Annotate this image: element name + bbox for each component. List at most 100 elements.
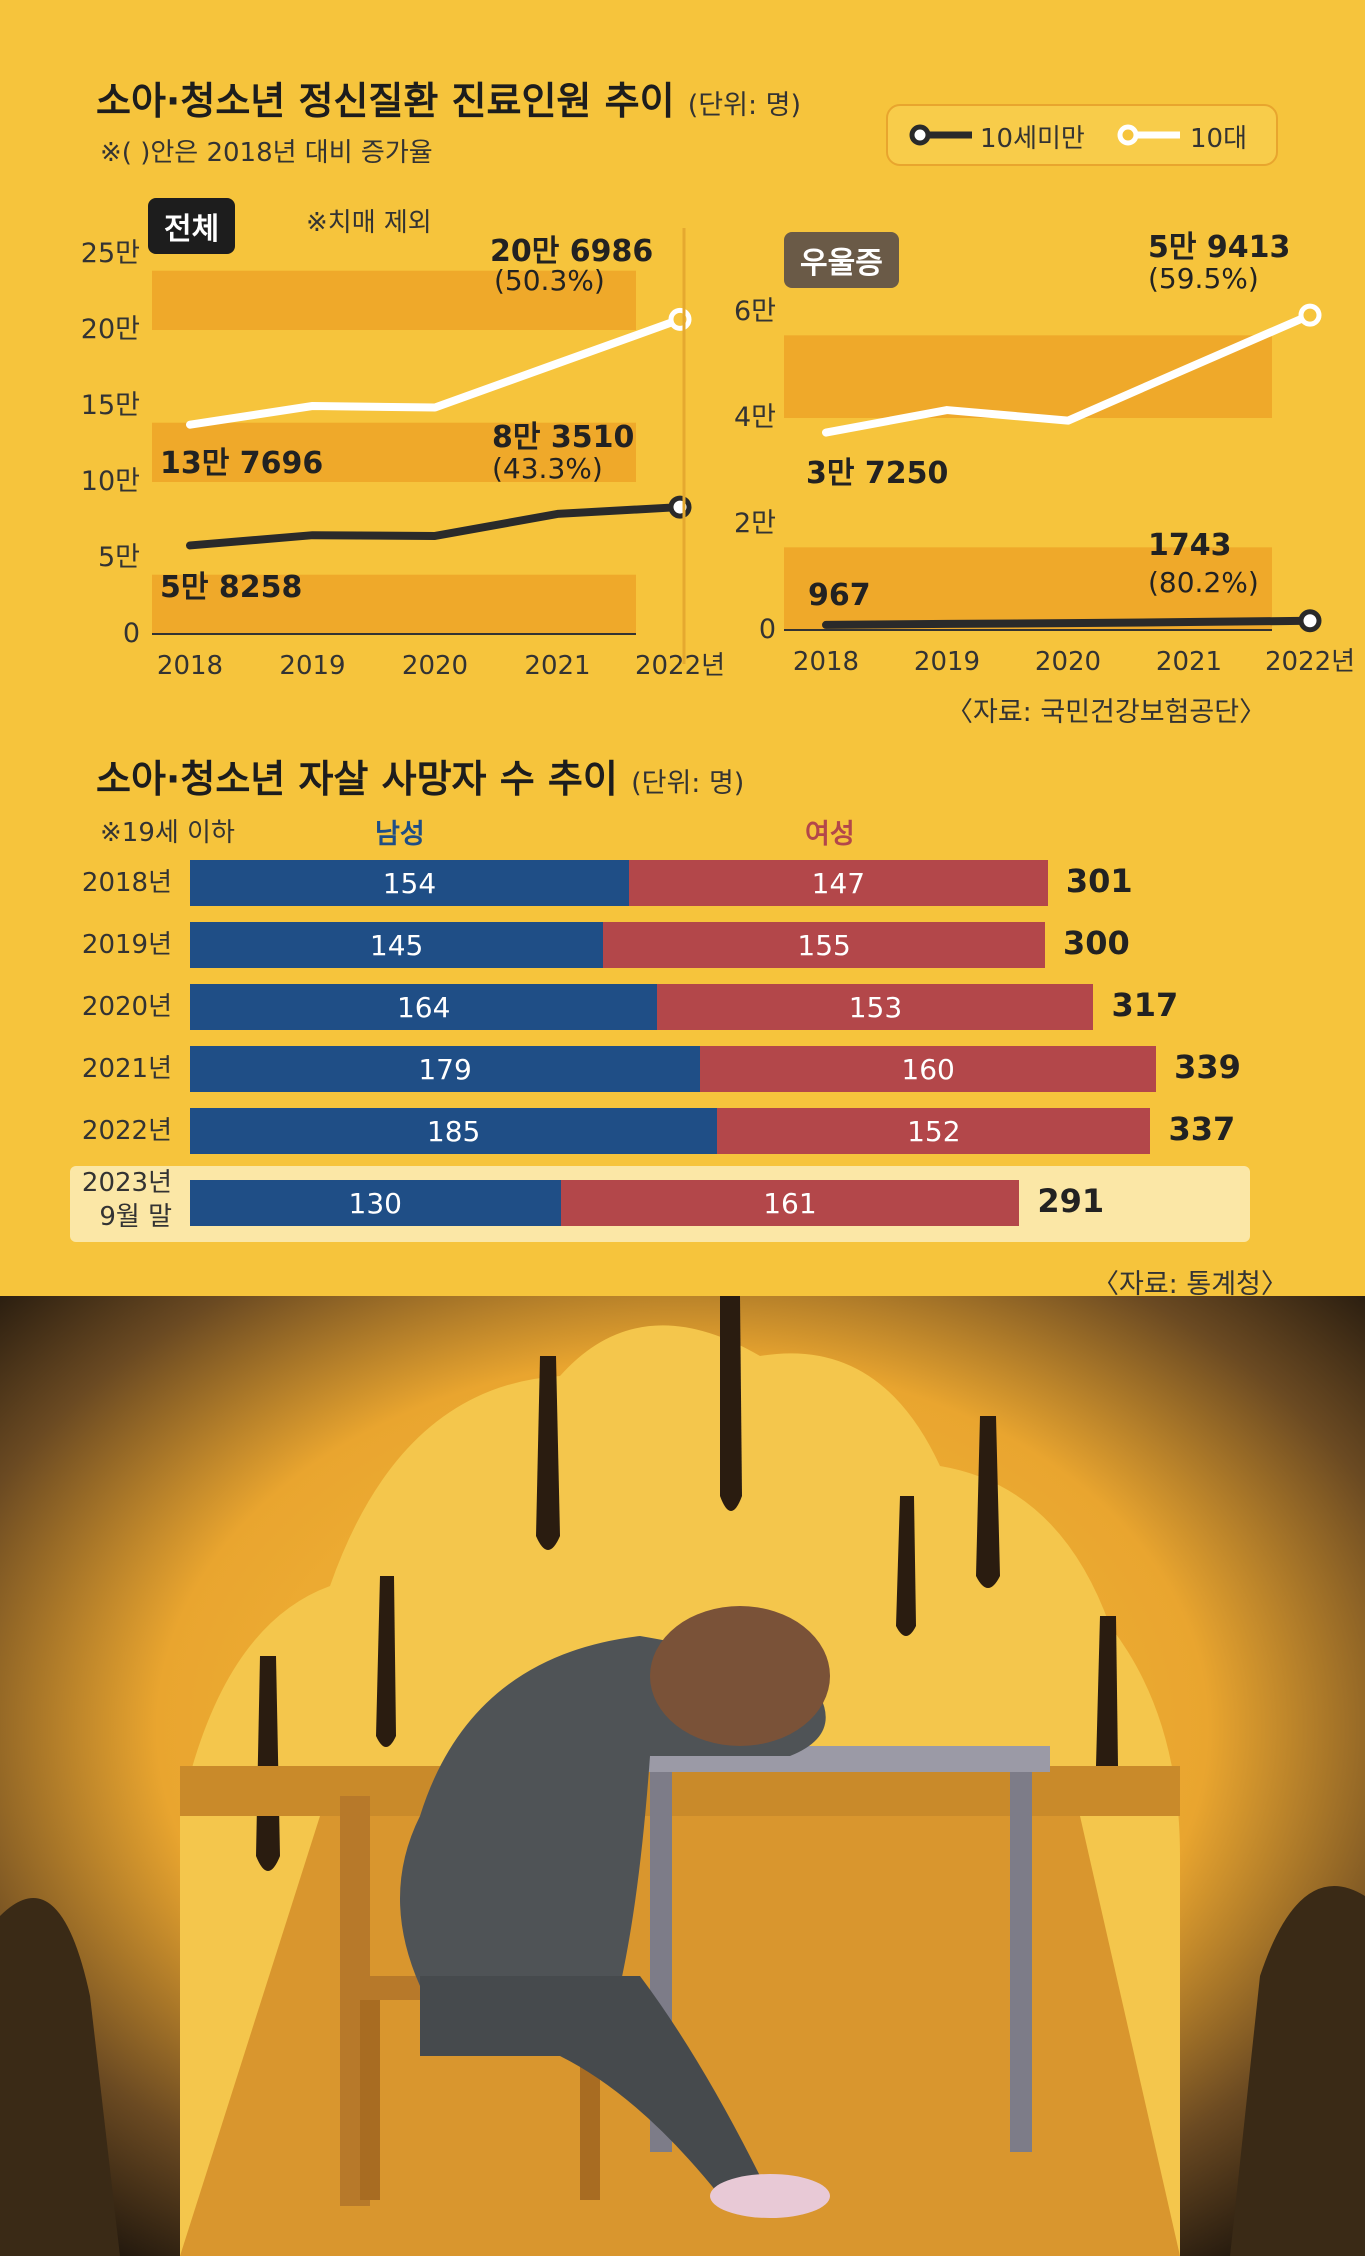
bar-value-label: 185	[426, 1115, 481, 1148]
bar-segment-female	[700, 1046, 1157, 1092]
ytick-depression-1: 2만	[734, 508, 776, 539]
chart1-legend: 10세미만 10대	[886, 104, 1278, 166]
bar-segment-male	[190, 1046, 701, 1092]
p1-teen-end-label: 20만 6986	[490, 234, 654, 269]
legend-teen-marker	[1117, 124, 1139, 146]
bar-total-label: 337	[1168, 1110, 1236, 1148]
chart2-legend-female: 여성	[805, 819, 855, 850]
p1-teen-end-pct: (50.3%)	[494, 264, 605, 297]
chart2-note: ※19세 이하	[100, 818, 235, 848]
xtick-depression-2: 2020	[1035, 647, 1101, 677]
bar-segment-female	[657, 984, 1094, 1030]
legend-swatches	[909, 124, 1180, 146]
panel-depression-badge: 우울증	[784, 232, 899, 288]
ytick-depression-3: 6만	[734, 296, 776, 327]
bar-segment-male	[190, 1180, 561, 1226]
source-statistics: 〈자료: 통계청〉	[1092, 1269, 1288, 1300]
series-endpoint-total-0	[668, 307, 692, 331]
bar-value-label: 164	[396, 991, 451, 1024]
bar-category-label: 2023년 9월 말	[81, 1168, 172, 1232]
xtick-depression-0: 2018	[793, 647, 859, 677]
bar-value-label: 130	[348, 1187, 402, 1220]
source-nhis: 〈자료: 국민건강보험공단〉	[946, 697, 1267, 728]
xtick-total-1: 2019	[279, 651, 345, 681]
panel-total-note: ※치매 제외	[306, 208, 432, 238]
student-hair	[650, 1606, 830, 1746]
bar-segment-female	[560, 1180, 1020, 1226]
p1-under10-start-label: 5만 8258	[160, 570, 303, 605]
chair-leg	[360, 2000, 380, 2200]
p1-teen-start-label: 13만 7696	[160, 446, 324, 481]
bar-value-label: 145	[369, 929, 424, 962]
series-endpoint-depression-0	[1298, 303, 1322, 327]
bar-segment-male	[190, 922, 604, 968]
bar-segment-female	[717, 1108, 1151, 1154]
dripping-shadows	[256, 1296, 1118, 1871]
chart2-unit: (단위: 명)	[631, 768, 745, 799]
chart1-title-text: 소아·청소년 정신질환 진료인원 추이	[96, 79, 675, 123]
chart1-title: 소아·청소년 정신질환 진료인원 추이 (단위: 명)	[96, 70, 801, 125]
ytick-total-4: 20만	[81, 314, 140, 345]
xtick-depression-3: 2021	[1156, 647, 1222, 677]
xtick-total-3: 2021	[524, 651, 590, 681]
bar-segment-male	[190, 984, 658, 1030]
ytick-total-5: 25만	[81, 238, 140, 269]
ytick-total-1: 5만	[98, 542, 140, 573]
xtick-total-0: 2018	[157, 651, 223, 681]
line-charts: 0 5만 10만 15만 20만 25만 2018 2019 2020 2021 2022년 0 2만 4…	[81, 228, 1355, 681]
bar-value-label: 154	[382, 867, 437, 900]
bar-segment-female	[603, 922, 1045, 968]
bar-total-label: 339	[1174, 1048, 1241, 1086]
series-endpoint-total-1	[668, 495, 692, 519]
p2-teen-start-label: 3만 7250	[806, 456, 949, 491]
bar-total-label: 300	[1063, 924, 1130, 962]
ytick-total-0: 0	[123, 618, 140, 649]
bar-value-label: 155	[797, 929, 851, 962]
desk-leg-right	[1010, 1772, 1032, 2152]
bar-category-label: 2021년	[81, 1054, 172, 1084]
p1-under10-end-label: 8만 3510	[492, 420, 635, 455]
bar-segment-female	[628, 860, 1048, 906]
bar-total-label: 291	[1037, 1182, 1105, 1220]
band-depression-2	[784, 335, 1272, 418]
ytick-depression-0: 0	[759, 614, 776, 645]
illustration-depressed-student	[0, 1296, 1365, 2256]
p2-under10-end-label: 1743	[1148, 528, 1232, 563]
ytick-total-2: 10만	[81, 466, 140, 497]
bar-value-label: 147	[811, 867, 866, 900]
bar-total-label: 317	[1111, 986, 1179, 1024]
xtick-depression-1: 2019	[914, 647, 980, 677]
p2-teen-end-label: 5만 9413	[1148, 230, 1291, 265]
chart2-title-text: 소아·청소년 자살 사망자 수 추이	[96, 757, 618, 801]
band-total-4	[152, 270, 636, 330]
bar-segment-male	[190, 860, 629, 906]
series-line-depression-0	[822, 311, 1314, 437]
chart2-title: 소아·청소년 자살 사망자 수 추이 (단위: 명)	[96, 748, 744, 803]
panel-total-badge: 전체	[148, 198, 236, 254]
p2-under10-start-label: 967	[808, 578, 871, 613]
bar-value-label: 161	[763, 1187, 817, 1220]
suicide-bar-chart: 2018년 154 147 301 2019년 145 155 300 2020년 164 153 3…	[0, 840, 1365, 1260]
legend-teen-label: 10대	[1190, 124, 1248, 154]
legend-under10-label: 10세미만	[980, 124, 1085, 154]
ytick-total-3: 15만	[81, 390, 140, 421]
bar-segment-male	[190, 1108, 718, 1154]
series-line-depression-1	[822, 616, 1314, 629]
chart1-unit: (단위: 명)	[687, 90, 802, 121]
bar-value-label: 153	[848, 991, 903, 1024]
bar-category-label: 2020년	[81, 992, 172, 1022]
series-line-total-0	[186, 315, 684, 429]
bar-category-label: 2022년	[81, 1116, 172, 1146]
bar-category-label: 2019년	[81, 930, 172, 960]
bar-value-label: 152	[907, 1115, 961, 1148]
band-total-0	[152, 574, 636, 634]
bar-total-label: 301	[1065, 862, 1133, 900]
series-line-total-1	[186, 503, 684, 550]
student-legs	[420, 1976, 760, 2196]
band-total-2	[152, 422, 636, 482]
student-shoe	[710, 2174, 830, 2218]
shadow-left	[0, 1898, 120, 2256]
legend-under10-marker	[909, 124, 931, 146]
band-depression-0	[784, 547, 1272, 630]
